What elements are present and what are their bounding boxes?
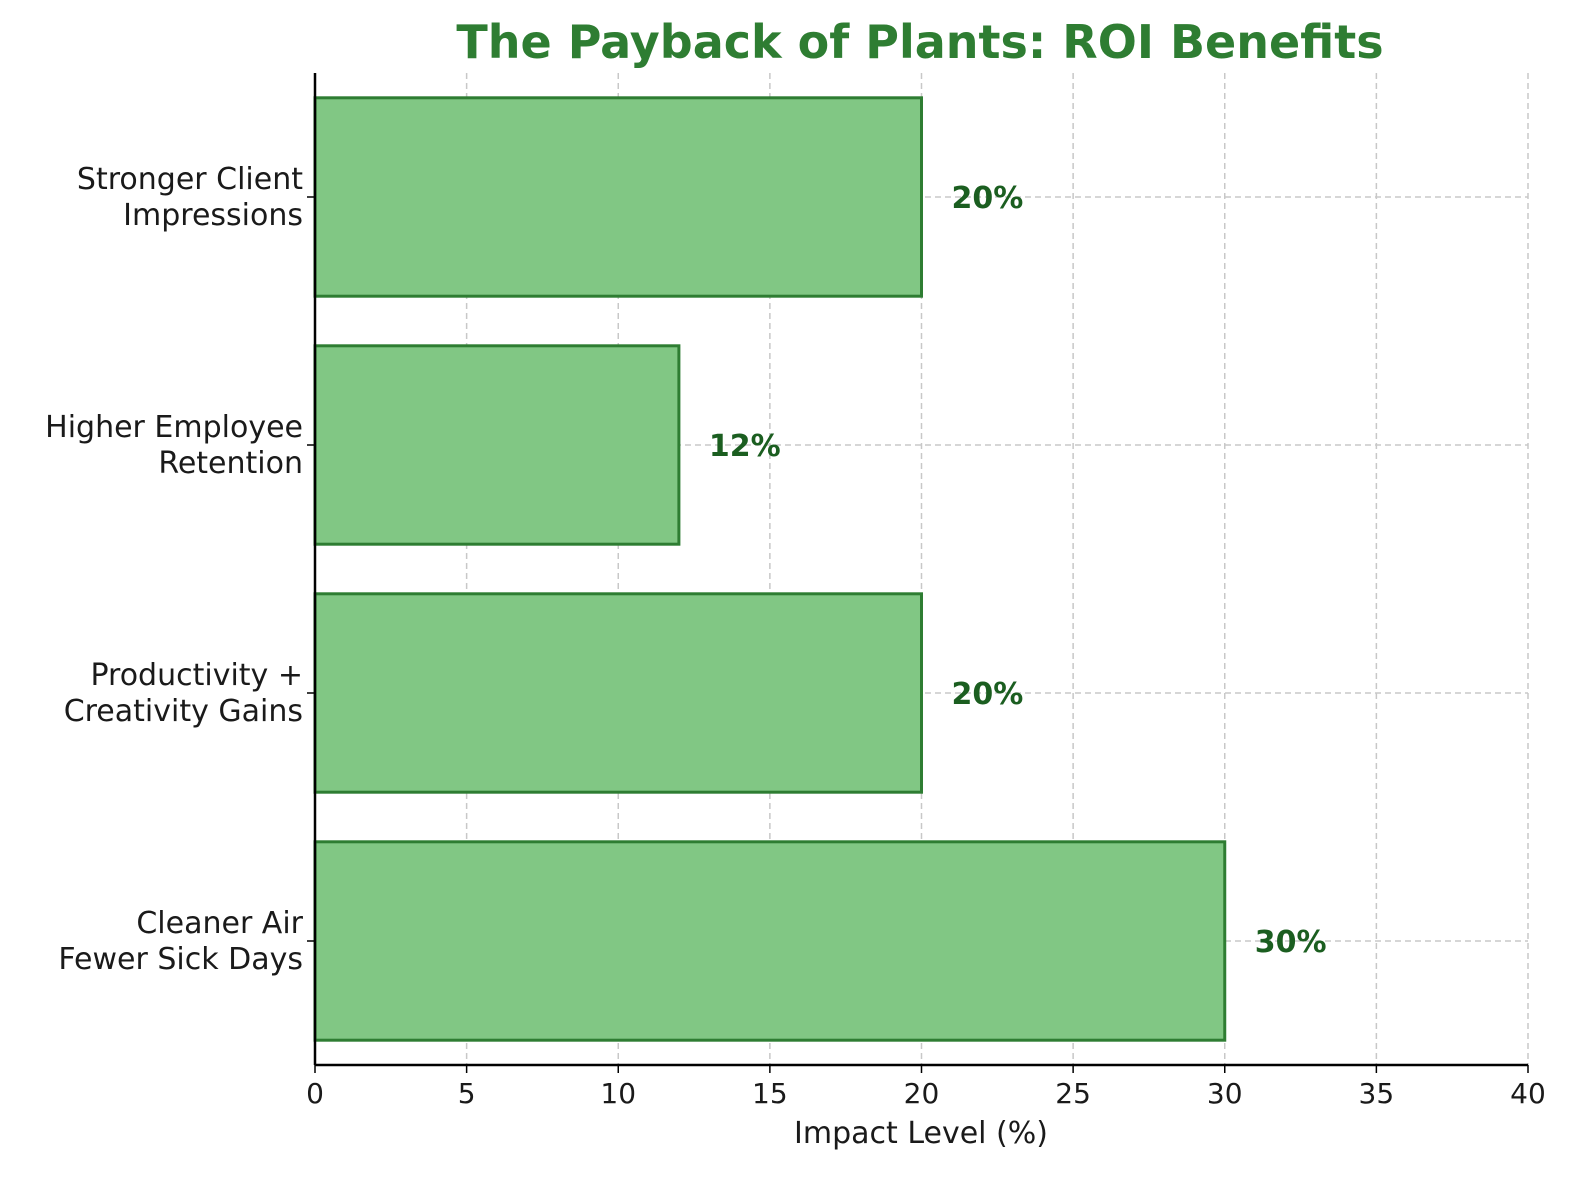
axes bbox=[307, 73, 1529, 1073]
y-category-label: Productivity + Creativity Gains bbox=[64, 658, 303, 729]
bar bbox=[313, 96, 923, 298]
y-category-label: Higher Employee Retention bbox=[45, 410, 303, 481]
y-category-label: Stronger Client Impressions bbox=[77, 162, 303, 233]
bar bbox=[313, 344, 681, 546]
x-tick-label: 25 bbox=[1055, 1077, 1091, 1110]
y-category-label-line: Retention bbox=[158, 446, 303, 481]
x-tick-label: 5 bbox=[458, 1077, 476, 1110]
y-category-label-line: Impressions bbox=[123, 198, 303, 233]
bar-value-label: 20% bbox=[952, 181, 1024, 216]
x-tick-label: 20 bbox=[904, 1077, 940, 1110]
x-tick-label: 40 bbox=[1510, 1077, 1546, 1110]
bar bbox=[313, 592, 923, 794]
y-category-label-line: Stronger Client bbox=[77, 162, 303, 197]
x-tick-label: 10 bbox=[600, 1077, 636, 1110]
chart-title: The Payback of Plants: ROI Benefits bbox=[456, 15, 1383, 69]
y-category-label-line: Fewer Sick Days bbox=[58, 942, 303, 977]
y-category-label-line: Creativity Gains bbox=[64, 694, 303, 729]
x-axis-label: Impact Level (%) bbox=[794, 1116, 1048, 1151]
bar-value-label: 20% bbox=[952, 677, 1024, 712]
x-tick-label: 35 bbox=[1359, 1077, 1395, 1110]
x-tick-label: 15 bbox=[752, 1077, 788, 1110]
x-tick-label: 30 bbox=[1207, 1077, 1243, 1110]
y-category-label-line: Cleaner Air bbox=[136, 906, 303, 941]
y-category-label-line: Productivity + bbox=[90, 658, 303, 693]
y-category-label: Cleaner Air Fewer Sick Days bbox=[58, 906, 303, 977]
x-tick-label: 0 bbox=[306, 1077, 324, 1110]
bar bbox=[313, 840, 1227, 1042]
bar-value-label: 30% bbox=[1255, 925, 1327, 960]
bar-value-label: 12% bbox=[709, 429, 781, 464]
bars bbox=[313, 96, 1227, 1042]
y-category-label-line: Higher Employee bbox=[45, 410, 303, 445]
labels: 0 5 10 15 20 25 30 35 40 30% Cleaner Air Fewer Sick… bbox=[45, 162, 1546, 1110]
